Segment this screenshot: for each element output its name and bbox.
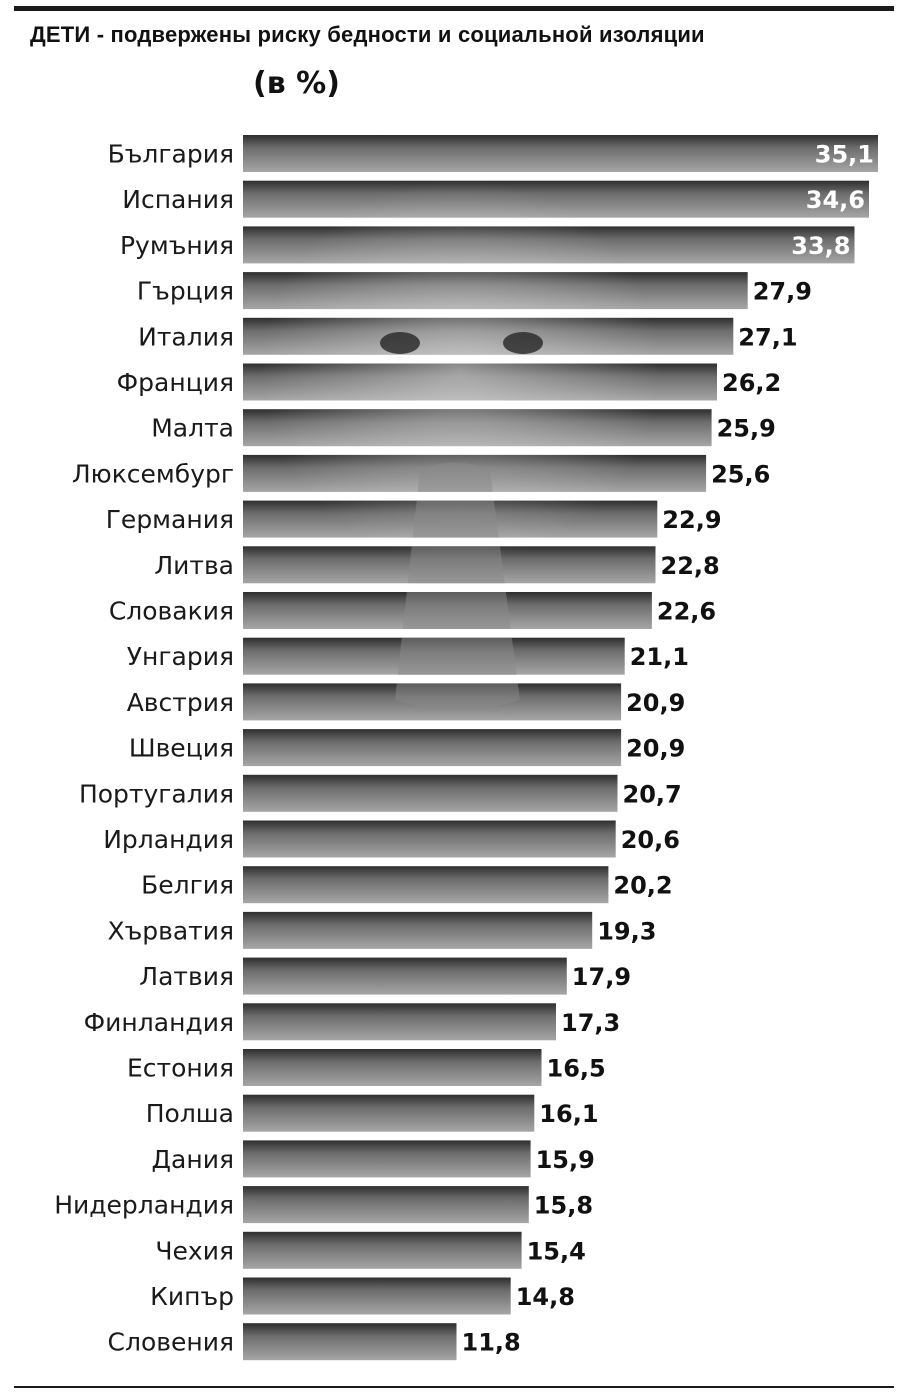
value-label-22: 16,1 — [539, 1100, 598, 1128]
bottom-rule — [14, 1386, 894, 1388]
chart-title: ДЕТИ - подвержены риску бедности и социа… — [30, 22, 705, 47]
value-label-12: 21,1 — [630, 643, 689, 671]
category-label-5: Италия — [138, 322, 234, 351]
value-label-1: 35,1 — [815, 141, 874, 169]
bar-23 — [243, 1140, 531, 1178]
category-label-14: Швеция — [129, 734, 234, 763]
bar-21 — [243, 1049, 542, 1086]
value-label-20: 17,3 — [561, 1009, 620, 1037]
value-label-5: 27,1 — [738, 323, 797, 351]
category-label-18: Хърватия — [107, 916, 234, 945]
value-label-24: 15,8 — [534, 1192, 593, 1220]
bar-18 — [243, 911, 593, 949]
value-label-18: 19,3 — [597, 917, 656, 945]
category-label-16: Ирландия — [103, 825, 234, 854]
child-eye-2 — [503, 332, 543, 354]
child-face-shape — [260, 180, 660, 560]
value-label-8: 25,6 — [711, 460, 770, 488]
value-label-23: 15,9 — [536, 1146, 595, 1174]
value-label-19: 17,9 — [572, 963, 631, 991]
category-label-27: Словения — [108, 1328, 234, 1357]
bar-19 — [243, 957, 567, 995]
category-label-6: Франция — [117, 368, 234, 397]
category-label-10: Литва — [154, 551, 234, 580]
category-label-26: Кипър — [150, 1282, 234, 1311]
bar-1 — [243, 135, 878, 172]
value-label-21: 16,5 — [547, 1055, 606, 1083]
category-label-9: Германия — [106, 505, 234, 534]
value-label-2: 34,6 — [806, 186, 865, 214]
bar-16 — [243, 820, 616, 858]
category-label-23: Дания — [152, 1145, 234, 1174]
value-label-15: 20,7 — [623, 780, 682, 808]
chart-subtitle: (в %) — [253, 66, 340, 101]
value-label-13: 20,9 — [626, 689, 685, 717]
top-rule — [14, 6, 894, 11]
category-label-1: България — [108, 140, 234, 169]
category-label-11: Словакия — [109, 597, 234, 626]
bar-20 — [243, 1003, 556, 1041]
category-label-7: Малта — [151, 414, 234, 443]
category-label-21: Естония — [127, 1054, 234, 1083]
category-labels-group: България Испания Румъния Гърция Италия Франци… — [54, 140, 234, 1357]
bar-15 — [243, 774, 618, 812]
value-label-10: 22,8 — [661, 552, 720, 580]
category-label-8: Люксембург — [72, 459, 234, 488]
category-label-13: Австрия — [127, 688, 234, 717]
category-label-15: Португалия — [79, 779, 234, 808]
value-labels-group: 35,1 34,6 33,8 27,9 27,1 26,2 25,9 25,6 22,9 22,8… — [462, 141, 875, 1357]
bar-17 — [243, 866, 609, 904]
value-label-26: 14,8 — [516, 1283, 575, 1311]
child-eye-1 — [380, 332, 420, 354]
bar-26 — [243, 1277, 511, 1315]
category-label-24: Нидерландия — [54, 1191, 234, 1220]
bar-27 — [243, 1323, 457, 1361]
value-label-9: 22,9 — [662, 506, 721, 534]
child-hands-shape — [395, 462, 520, 710]
value-label-3: 33,8 — [791, 232, 850, 260]
value-label-4: 27,9 — [753, 278, 812, 306]
bar-22 — [243, 1094, 535, 1132]
bar-24 — [243, 1186, 529, 1224]
bar-25 — [243, 1231, 522, 1269]
category-label-25: Чехия — [155, 1236, 234, 1265]
category-label-4: Гърция — [137, 277, 234, 306]
category-label-12: Унгария — [127, 642, 234, 671]
category-label-22: Полша — [146, 1099, 234, 1128]
category-label-20: Финландия — [84, 1008, 234, 1037]
category-label-3: Румъния — [120, 231, 234, 260]
value-label-27: 11,8 — [462, 1329, 521, 1357]
category-label-19: Латвия — [139, 962, 234, 991]
bar-14 — [243, 729, 622, 767]
value-label-6: 26,2 — [722, 369, 781, 397]
value-label-11: 22,6 — [657, 598, 716, 626]
value-label-17: 20,2 — [613, 872, 672, 900]
value-label-25: 15,4 — [527, 1237, 586, 1265]
value-label-16: 20,6 — [621, 826, 680, 854]
photo-overlay — [260, 180, 660, 710]
category-label-2: Испания — [122, 185, 234, 214]
value-label-7: 25,9 — [717, 415, 776, 443]
value-label-14: 20,9 — [626, 735, 685, 763]
category-label-17: Белгия — [141, 871, 234, 900]
